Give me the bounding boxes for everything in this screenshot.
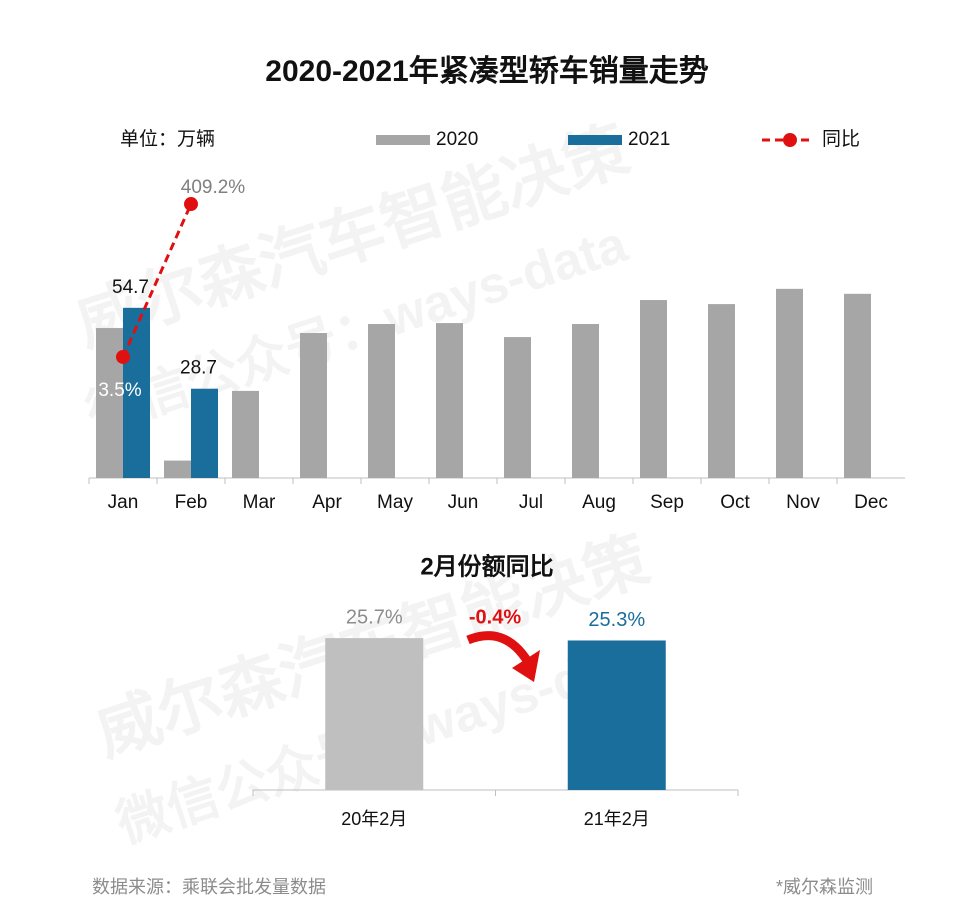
bar	[300, 333, 327, 478]
annotation: -0.4%	[469, 606, 521, 628]
x-tick-label: Apr	[312, 492, 342, 513]
chart-title: 2月份额同比	[420, 553, 553, 580]
x-tick-label: Oct	[720, 492, 750, 513]
bar	[123, 307, 150, 478]
bar	[776, 288, 803, 478]
legend-marker	[783, 133, 797, 147]
line	[121, 203, 193, 358]
data-label: 54.7	[112, 277, 149, 298]
x-tick-label: Jan	[108, 492, 139, 513]
x-tick-label: Feb	[175, 492, 208, 513]
legend-label: 2021	[628, 129, 670, 150]
arrow-head	[512, 650, 540, 682]
data-label: 25.3%	[588, 609, 645, 631]
x-tick-label: Mar	[243, 492, 276, 513]
x-tick-label: Jul	[519, 492, 543, 513]
bar	[572, 324, 599, 478]
legend-label: 同比	[822, 128, 860, 150]
source: 数据来源：乘联会批发量数据	[92, 877, 326, 897]
line-point	[184, 197, 198, 212]
bar	[504, 337, 531, 478]
unit-label: 单位：万辆	[120, 128, 215, 150]
legend-swatch	[376, 135, 430, 145]
bar	[96, 328, 123, 478]
line-point	[116, 349, 130, 364]
x-tick-label: May	[377, 492, 413, 513]
bar	[232, 390, 259, 478]
x-tick-label: Dec	[854, 492, 888, 513]
bar	[368, 324, 395, 478]
bar	[164, 460, 191, 478]
x-tick-label: 21年2月	[584, 809, 650, 829]
arrow	[466, 631, 532, 665]
data-label: 409.2%	[181, 177, 246, 198]
x-tick-label: Sep	[650, 492, 684, 513]
data-label: 3.5%	[98, 380, 141, 401]
bar	[640, 300, 667, 478]
bar	[436, 323, 463, 478]
data-label: 25.7%	[346, 606, 403, 628]
bar	[325, 638, 424, 790]
x-tick-label: Nov	[786, 492, 820, 513]
bar	[567, 640, 666, 790]
x-tick-label: Jun	[448, 492, 479, 513]
x-tick-label: 20年2月	[341, 809, 407, 829]
chart-title: 2020-2021年紧凑型轿车销量走势	[265, 54, 708, 88]
note: *威尔森监测	[776, 877, 873, 897]
bar	[708, 304, 735, 478]
data-label: 28.7	[180, 358, 217, 379]
x-tick-label: Aug	[582, 492, 616, 513]
legend-label: 2020	[436, 129, 478, 150]
bar	[191, 388, 218, 478]
bar	[844, 293, 871, 478]
legend-swatch	[568, 135, 622, 145]
